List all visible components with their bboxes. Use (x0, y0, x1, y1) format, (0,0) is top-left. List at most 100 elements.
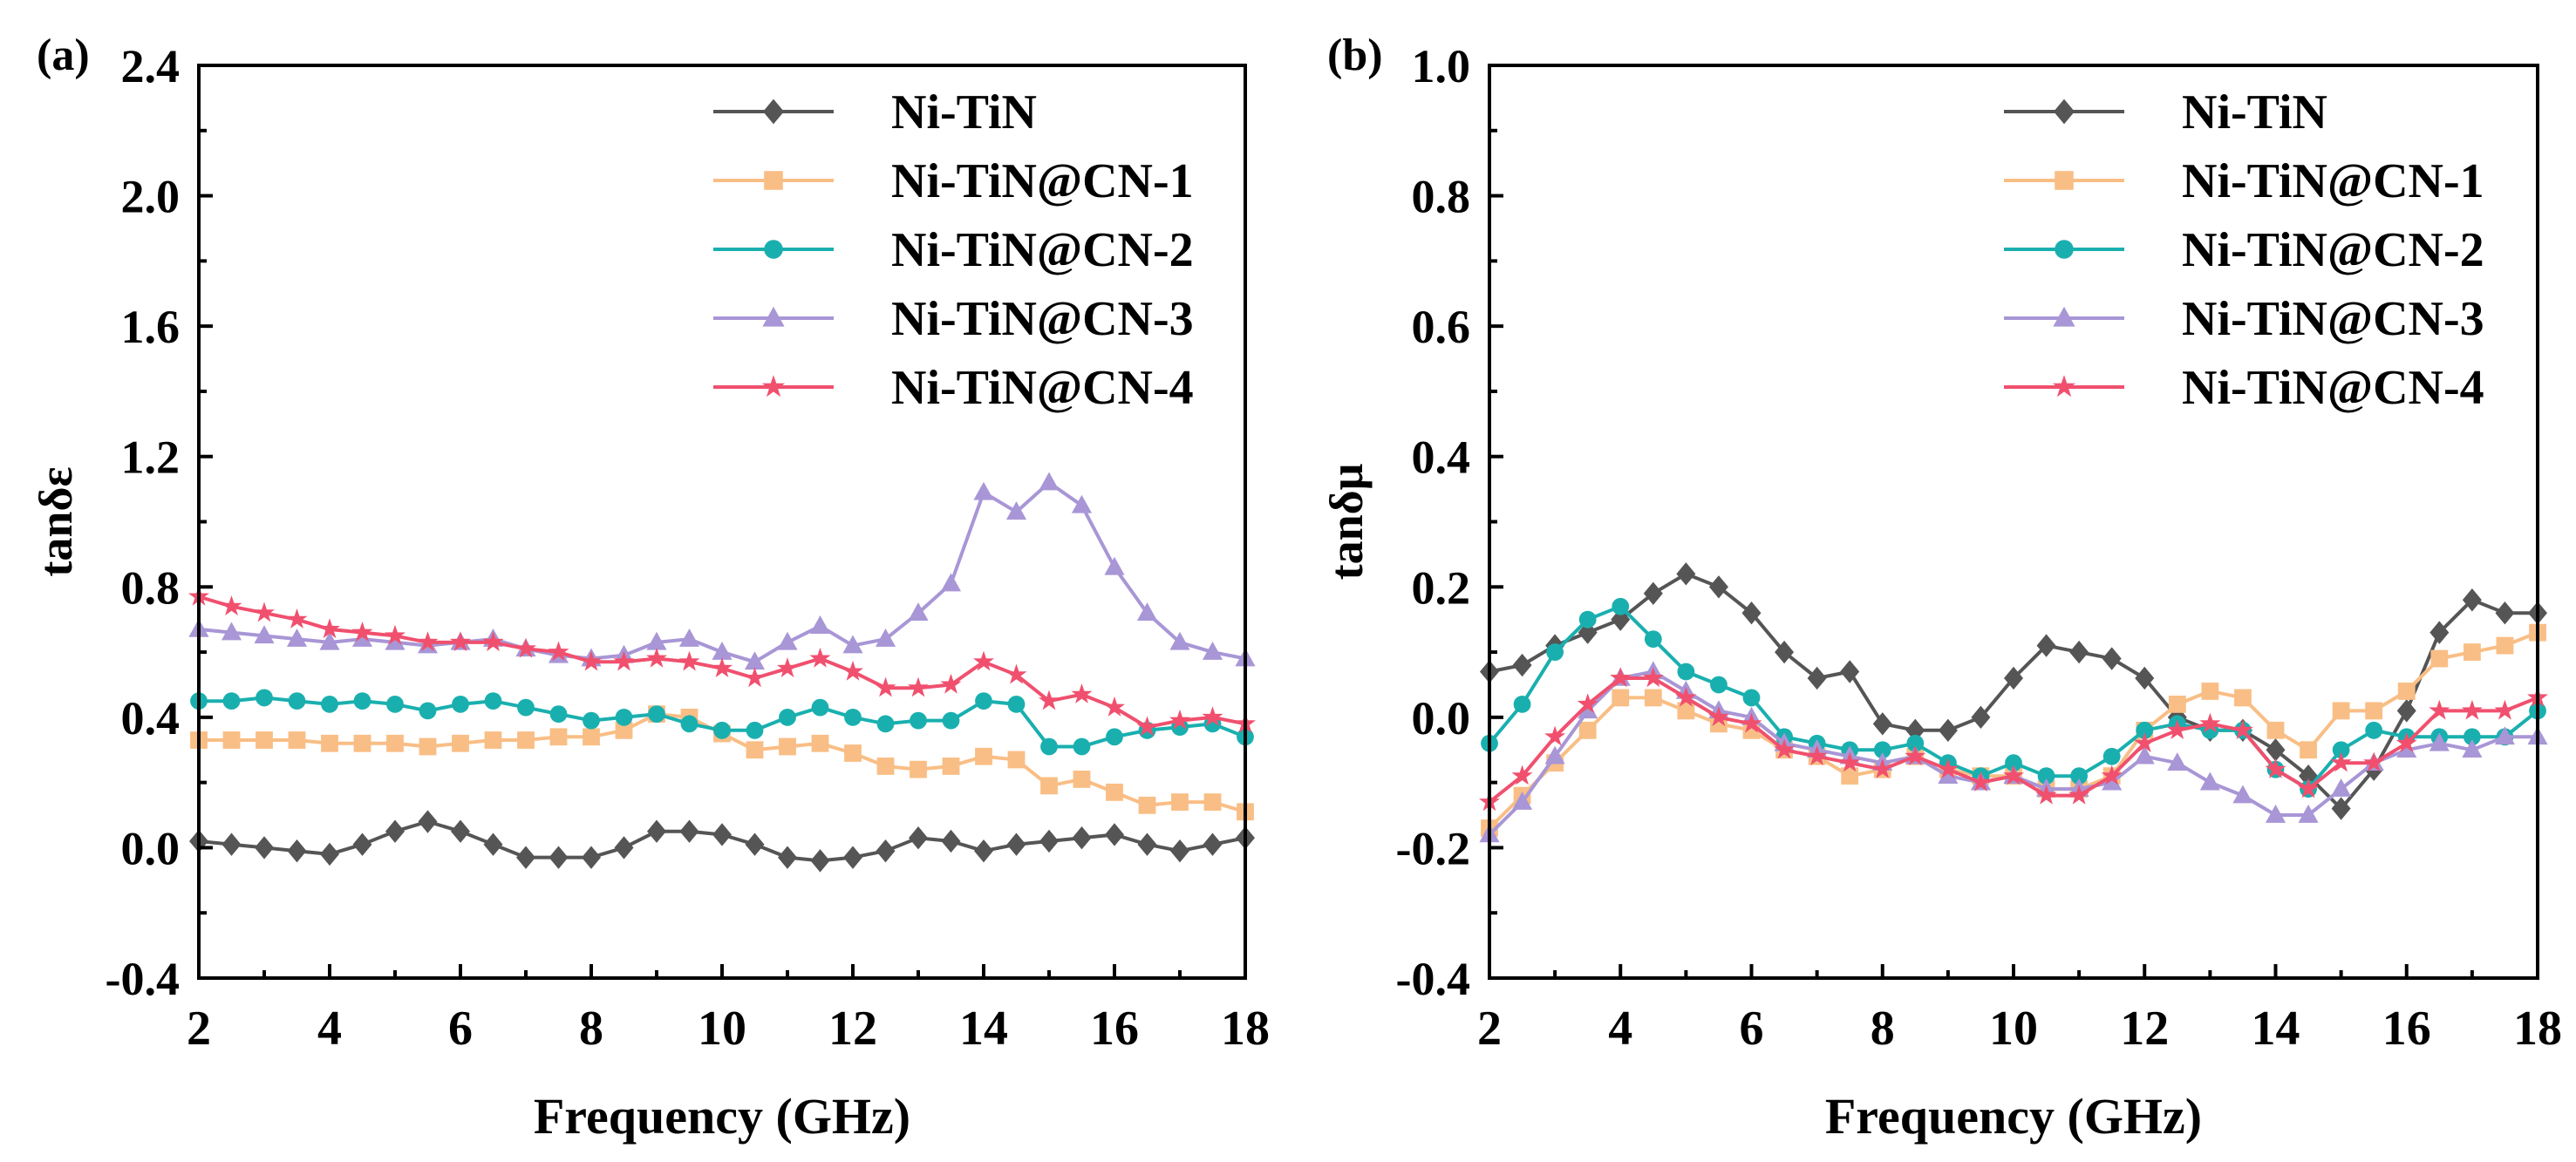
series-Ni-TiN@CN-2 (1481, 597, 2546, 798)
data-point (1577, 693, 1598, 714)
data-point (811, 698, 829, 717)
data-point (942, 711, 960, 730)
data-point (288, 692, 306, 710)
data-point (321, 696, 338, 713)
data-point (1642, 667, 1664, 688)
data-point (2166, 719, 2188, 739)
data-point (975, 692, 992, 710)
data-point (680, 715, 699, 733)
data-point (517, 698, 535, 717)
data-point (1610, 667, 1632, 688)
data-point (876, 758, 895, 775)
data-point (1071, 494, 1093, 513)
series-Ni-TiN@CN-2 (190, 689, 1254, 756)
data-point (1544, 745, 1565, 764)
data-point (1905, 745, 1926, 765)
data-point (875, 629, 896, 647)
data-point (648, 705, 665, 724)
legend-label: Ni-TiN@CN-3 (891, 292, 1194, 346)
data-point (2331, 778, 2352, 797)
y-tick-label: 0.0 (1412, 692, 1471, 744)
data-point (2265, 758, 2286, 778)
x-tick-label: 10 (698, 1002, 746, 1056)
data-point (779, 708, 796, 726)
x-tick-label: 2 (187, 1002, 211, 1056)
data-point (1513, 696, 1531, 713)
data-point (1106, 783, 1123, 801)
data-point (1871, 758, 1893, 778)
y-tick-label: 0.6 (1412, 301, 1471, 353)
data-point (385, 631, 405, 650)
data-point (1203, 832, 1223, 856)
data-point (777, 657, 798, 677)
data-point (1840, 660, 1860, 683)
data-point (385, 624, 405, 645)
data-point (646, 631, 667, 650)
data-point (1136, 716, 1158, 737)
legend-item: Ni-TiN@CN-4 (2004, 361, 2484, 415)
data-point (842, 660, 863, 681)
data-point (1742, 689, 1761, 707)
chart-panel-b: 2 4 6 8 10 12 14 16 18 -0.4 -0.2 0.0 0.2 0.4 0.6 0.8 1.0… (1320, 31, 2562, 1145)
data-point (484, 731, 502, 749)
data-point (810, 849, 830, 873)
data-point (254, 625, 275, 644)
data-point (1005, 501, 1027, 520)
series-Ni-TiN@CN-4 (1479, 667, 2548, 812)
data-point (1676, 562, 1696, 586)
data-point (351, 629, 373, 647)
data-point (1906, 734, 1925, 752)
legend-label: Ni-TiN@CN-2 (891, 223, 1194, 277)
data-point (1578, 621, 1598, 644)
data-point (940, 573, 962, 592)
data-point (2266, 721, 2285, 739)
data-point (2167, 752, 2188, 771)
data-point (2005, 754, 2022, 772)
data-point (1578, 610, 1597, 629)
data-point (548, 641, 569, 662)
data-point (2396, 739, 2417, 758)
data-point (1006, 832, 1026, 856)
data-point (2462, 588, 2482, 612)
x-axis-label: Frequency (GHz) (1825, 1088, 2202, 1145)
y-tick-label: -0.4 (106, 953, 180, 1005)
data-point (287, 839, 307, 863)
data-point (1546, 643, 1564, 661)
data-point (581, 650, 602, 671)
data-point (2234, 689, 2252, 707)
data-point (256, 731, 273, 749)
data-point (2494, 726, 2515, 745)
x-tick-label: 16 (1090, 1002, 1139, 1056)
series-Ni-TiN@CN-4 (188, 585, 1256, 737)
data-point (1612, 597, 1630, 615)
data-point (2068, 784, 2090, 805)
legend-item: Ni-TiN@CN-1 (713, 154, 1194, 208)
data-point (321, 734, 338, 752)
data-point (2199, 712, 2221, 733)
x-tick-label: 18 (2513, 1002, 2562, 1056)
y-tick-label: 0.0 (121, 822, 181, 874)
data-point (417, 631, 439, 652)
y-tick-label: 0.4 (121, 692, 181, 744)
data-point (2136, 721, 2154, 739)
data-point (647, 819, 666, 843)
data-point (221, 832, 242, 856)
data-point (1806, 745, 1828, 765)
x-tick-label: 14 (959, 1002, 1008, 1056)
data-point (1202, 641, 1223, 660)
data-point (1512, 653, 1532, 677)
data-point (549, 728, 568, 746)
legend-label: Ni-TiN (2182, 85, 2327, 139)
data-point (712, 641, 733, 660)
data-point (1170, 839, 1189, 863)
data-point (2070, 767, 2089, 785)
data-point (2331, 797, 2351, 820)
data-point (908, 676, 929, 697)
x-tick-label: 16 (2382, 1002, 2431, 1056)
data-point (908, 602, 929, 621)
y-axis-label: tanδε (30, 466, 82, 576)
data-point (2495, 601, 2515, 625)
legend-label: Ni-TiN@CN-2 (2182, 223, 2484, 277)
data-point (1512, 791, 1533, 810)
data-point (418, 810, 438, 833)
